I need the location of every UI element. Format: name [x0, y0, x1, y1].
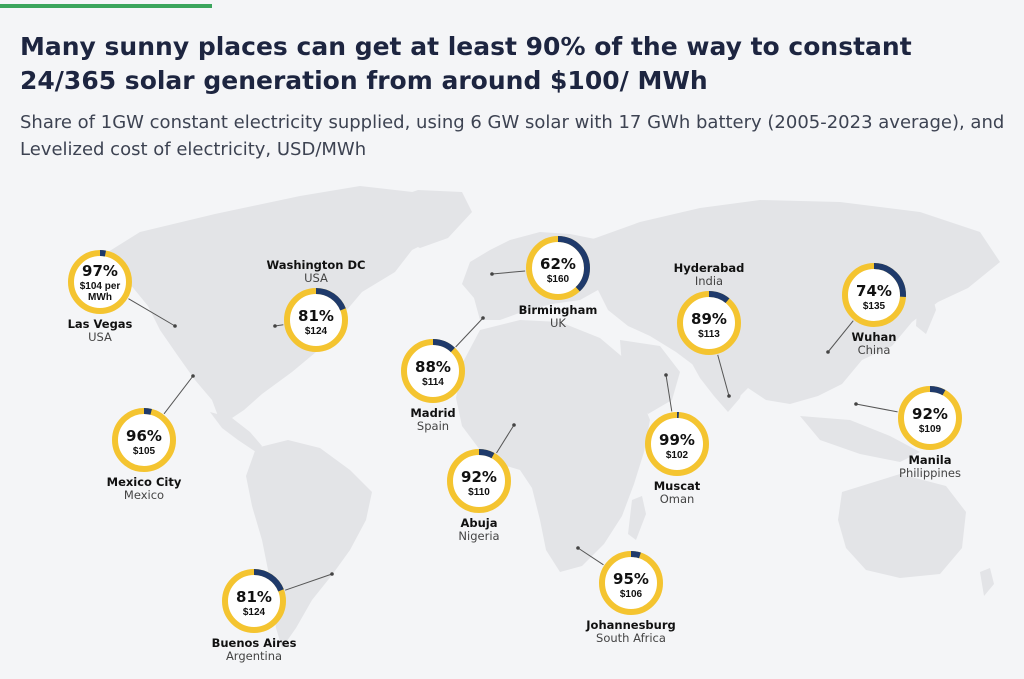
share-label-abuja: 92% — [461, 468, 497, 486]
city-label-hyderabad: Hyderabad — [674, 261, 745, 275]
cost-label-las-vegas: $104 per — [80, 281, 121, 292]
location-dot-buenos-aires — [330, 572, 334, 576]
city-label-wuhan: Wuhan — [851, 330, 896, 344]
land-new-zealand — [980, 568, 994, 596]
location-dot-manila — [854, 402, 858, 406]
cost-label-wuhan: $135 — [863, 301, 886, 312]
land-central-america — [210, 412, 262, 452]
cost-label-hyderabad: $113 — [698, 329, 720, 340]
share-label-manila: 92% — [912, 405, 948, 423]
share-label-mexico-city: 96% — [126, 427, 162, 445]
country-label-washington-dc: USA — [304, 271, 328, 285]
country-label-johannesburg: South Africa — [596, 631, 666, 645]
location-dot-las-vegas — [173, 324, 177, 328]
country-label-manila: Philippines — [899, 466, 961, 480]
cost-label-muscat: $102 — [666, 450, 689, 461]
share-label-wuhan: 74% — [856, 282, 892, 300]
country-label-hyderabad: India — [695, 274, 723, 288]
share-label-birmingham: 62% — [540, 255, 576, 273]
cost-label-birmingham: $160 — [547, 274, 570, 285]
location-dot-hyderabad — [727, 394, 731, 398]
share-label-washington-dc: 81% — [298, 307, 334, 325]
country-label-las-vegas: USA — [88, 330, 112, 344]
city-label-mexico-city: Mexico City — [107, 475, 182, 489]
location-dot-wuhan — [826, 350, 830, 354]
share-label-johannesburg: 95% — [613, 570, 649, 588]
share-label-muscat: 99% — [659, 431, 695, 449]
share-label-madrid: 88% — [415, 358, 451, 376]
country-label-madrid: Spain — [417, 419, 449, 433]
leader-line-manila — [856, 404, 898, 412]
country-label-abuja: Nigeria — [458, 529, 499, 543]
cost-label-washington-dc: $124 — [305, 326, 328, 337]
city-label-las-vegas: Las Vegas — [68, 317, 133, 331]
world-map-chart: 97%$104 perMWhLas VegasUSA81%$124Washing… — [0, 0, 1024, 679]
country-label-mexico-city: Mexico — [124, 488, 164, 502]
land-australia — [838, 474, 966, 578]
share-label-las-vegas: 97% — [82, 262, 118, 280]
location-dot-birmingham — [490, 272, 494, 276]
cost-label-las-vegas: MWh — [88, 292, 112, 303]
cost-label-buenos-aires: $124 — [243, 607, 266, 618]
country-label-birmingham: UK — [550, 316, 566, 330]
city-label-buenos-aires: Buenos Aires — [212, 636, 297, 650]
share-label-hyderabad: 89% — [691, 310, 727, 328]
city-label-birmingham: Birmingham — [519, 303, 598, 317]
country-label-wuhan: China — [858, 343, 891, 357]
cost-label-manila: $109 — [919, 424, 942, 435]
country-label-muscat: Oman — [660, 492, 695, 506]
location-dot-muscat — [664, 373, 668, 377]
location-dot-abuja — [512, 423, 516, 427]
city-label-johannesburg: Johannesburg — [585, 618, 675, 632]
city-label-muscat: Muscat — [654, 479, 701, 493]
land-madagascar — [628, 496, 646, 540]
location-dot-johannesburg — [576, 546, 580, 550]
city-label-manila: Manila — [908, 453, 951, 467]
share-label-buenos-aires: 81% — [236, 588, 272, 606]
city-label-madrid: Madrid — [410, 406, 455, 420]
city-label-washington-dc: Washington DC — [266, 258, 365, 272]
cost-label-madrid: $114 — [422, 377, 444, 388]
location-dot-madrid — [481, 316, 485, 320]
location-dot-mexico-city — [191, 374, 195, 378]
location-dot-washington-dc — [273, 324, 277, 328]
cost-label-abuja: $110 — [468, 487, 490, 498]
cost-label-johannesburg: $106 — [620, 589, 643, 600]
cost-label-mexico-city: $105 — [133, 446, 156, 457]
country-label-buenos-aires: Argentina — [226, 649, 282, 663]
city-label-abuja: Abuja — [460, 516, 497, 530]
leader-line-mexico-city — [164, 376, 193, 414]
